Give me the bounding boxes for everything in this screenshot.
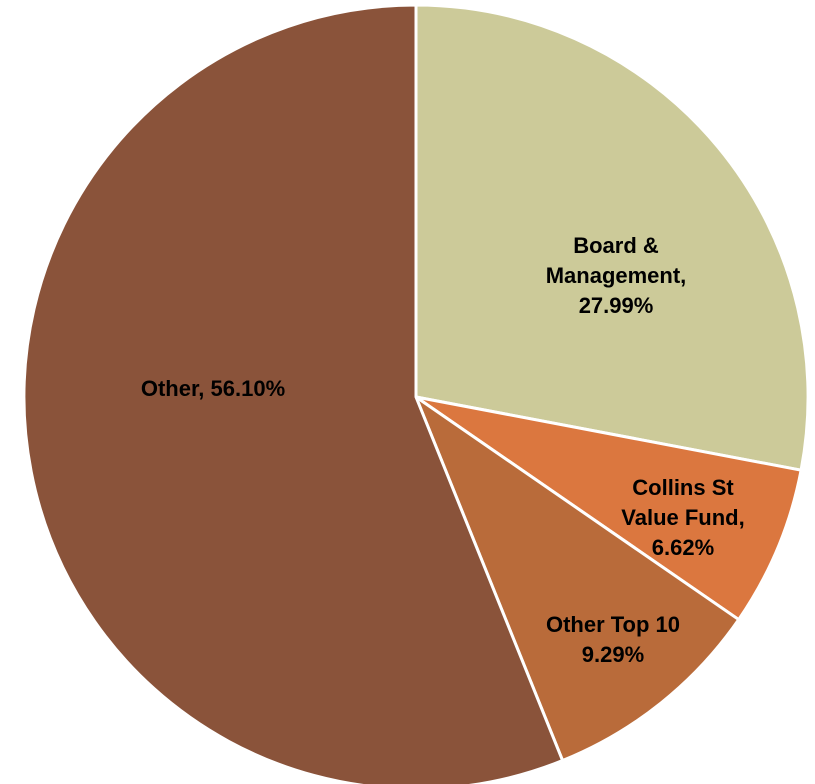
slice-label-line: 27.99% (579, 293, 654, 318)
slice-label-line: 9.29% (582, 642, 644, 667)
slice-label-line: Board & (573, 233, 659, 258)
pie-slice-other-top-10 (414, 395, 741, 763)
slice-label-line: Collins St (632, 475, 734, 500)
slice-label-other: Other, 56.10% (141, 376, 285, 401)
pie-slice-other (22, 3, 565, 784)
pie-slice-board-management (414, 3, 810, 472)
slice-label-line: Other, 56.10% (141, 376, 285, 401)
slice-label-collins-st-value-fund: Collins St Value Fund, 6.62% (621, 475, 744, 560)
pie-slice-collins-st-value-fund (414, 395, 803, 622)
slice-label-board-management: Board & Management, 27.99% (546, 233, 687, 318)
slice-label-line: 6.62% (652, 535, 714, 560)
slice-label-line: Value Fund, (621, 505, 744, 530)
slice-label-line: Other Top 10 (546, 612, 680, 637)
pie-slices (22, 3, 810, 784)
pie-labels: Board & Management, 27.99% Collins St Value … (141, 233, 745, 667)
slice-label-line: Management, (546, 263, 687, 288)
slice-label-other-top-10: Other Top 10 9.29% (546, 612, 680, 667)
